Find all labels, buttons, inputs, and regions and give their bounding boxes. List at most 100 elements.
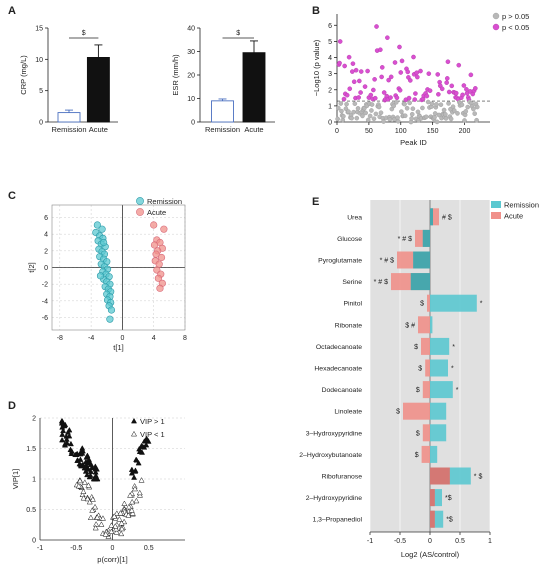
point-remission — [107, 306, 116, 314]
point-nonsignificant — [463, 109, 469, 114]
y-tick-label: 5 — [39, 88, 43, 95]
category-label: Pyroglutamate — [318, 258, 362, 265]
significance-marker-left: * # $ — [398, 236, 413, 243]
point-significant — [341, 96, 347, 102]
point-nonsignificant — [429, 101, 435, 107]
y-tick-label: 0 — [328, 120, 332, 127]
y-tick-label: 1.5 — [26, 446, 36, 453]
category-label: Ribofuranose — [322, 474, 363, 481]
point-significant — [473, 86, 478, 91]
y-tick-label: 10 — [35, 57, 43, 64]
category-label: Serine — [342, 279, 362, 286]
bar-overlap — [410, 273, 430, 291]
category-label: 2–Hydroxypyridine — [306, 495, 363, 502]
x-tick-label: 0.5 — [144, 545, 154, 552]
point-significant — [456, 62, 462, 68]
point-significant — [405, 69, 411, 75]
point-nonsignificant — [420, 105, 425, 111]
point-vip-high — [79, 447, 86, 454]
point-nonsignificant — [351, 109, 356, 115]
y-tick-label: 5 — [328, 39, 332, 46]
point-significant — [414, 70, 419, 76]
panel-c-score-plot: -8 -4 0 4 8 -6 -4 -2 0 2 4 6 t[1] t[2] Remission Acute — [27, 197, 187, 352]
y-tick-label: 0 — [44, 265, 48, 272]
point-remission — [106, 315, 114, 323]
y-tick-label: 1 — [328, 103, 332, 110]
point-significant — [445, 59, 451, 65]
point-vip-low — [87, 514, 94, 520]
x-axis-label: Log2 (AS/control) — [401, 550, 460, 559]
point-vip-high — [86, 473, 93, 480]
point-significant — [374, 24, 379, 29]
point-significant — [372, 95, 378, 101]
significance-marker-right: # $ — [442, 214, 452, 221]
category-label: Urea — [347, 214, 362, 221]
point-acute — [150, 241, 159, 249]
point-significant — [406, 95, 412, 101]
point-nonsignificant — [349, 115, 354, 121]
point-nonsignificant — [369, 102, 375, 107]
point-significant — [413, 91, 418, 96]
point-vip-high — [63, 433, 70, 439]
point-vip-high — [60, 427, 67, 434]
point-nonsignificant — [402, 113, 408, 119]
category-label: Octadecanoate — [316, 344, 362, 351]
point-vip-high — [93, 466, 100, 472]
point-significant — [385, 35, 390, 40]
x-tick-label: 0 — [428, 538, 432, 545]
point-nonsignificant — [344, 101, 349, 107]
point-significant — [398, 70, 404, 75]
point-nonsignificant — [340, 117, 346, 123]
point-nonsignificant — [354, 115, 360, 121]
y-tick-label: 2 — [44, 248, 48, 255]
point-vip-low — [84, 495, 91, 502]
significance-marker-left: $ — [415, 452, 419, 459]
point-nonsignificant — [474, 117, 479, 123]
legend-label-vip-low: VIP < 1 — [140, 430, 165, 439]
point-vip-high — [135, 459, 142, 466]
y-tick-label: 6 — [44, 215, 48, 222]
bar-remission — [430, 294, 477, 312]
point-nonsignificant — [373, 111, 379, 117]
significance-marker-right: * $ — [474, 474, 483, 481]
x-axis-label: Peak ID — [400, 138, 427, 147]
point-nonsignificant — [381, 119, 386, 124]
x-tick-label: 0 — [335, 128, 339, 135]
point-significant — [362, 84, 368, 89]
significance-marker-left: $ — [418, 366, 422, 373]
point-nonsignificant — [404, 105, 410, 111]
panel-a-esr-chart: 0 10 20 30 40 ESR (mm/h) Remission Acute $ — [171, 26, 275, 134]
point-vip-low — [80, 494, 87, 501]
point-vip-low — [99, 515, 106, 521]
point-nonsignificant — [448, 116, 454, 122]
point-nonsignificant — [472, 111, 478, 116]
panel-b-manhattan-chart: 0 1 2 3 4 5 6 0 50 100 150 200 Peak ID −Log10 (p valu… — [312, 12, 529, 147]
bar-overlap — [430, 510, 435, 528]
point-nonsignificant — [465, 104, 470, 110]
y-axis-label: ESR (mm/h) — [171, 54, 180, 96]
point-significant — [346, 54, 352, 60]
point-nonsignificant — [391, 103, 397, 109]
significance-marker-right: * — [452, 344, 455, 351]
bar-remission — [430, 381, 453, 399]
significance-marker-left: * # $ — [374, 279, 389, 286]
legend-label-remission: Remission — [147, 197, 182, 206]
legend-marker-vip-high — [130, 417, 138, 424]
bar-overlap — [430, 208, 433, 226]
y-tick-label: 0 — [39, 120, 43, 127]
point-nonsignificant — [455, 111, 460, 116]
point-nonsignificant — [341, 113, 346, 119]
significance-marker-left: $ — [420, 301, 424, 308]
legend-swatch-remission — [491, 201, 501, 208]
point-vip-low — [80, 488, 87, 494]
point-vip-high — [74, 457, 81, 463]
point-nonsignificant — [371, 116, 377, 122]
point-significant — [379, 65, 385, 70]
plot-frame — [51, 204, 186, 331]
x-tick-label: 100 — [395, 128, 407, 135]
x-tick-label: -0.5 — [394, 538, 406, 545]
point-significant — [344, 92, 350, 98]
bar-acute — [422, 424, 430, 442]
point-remission — [93, 221, 101, 229]
